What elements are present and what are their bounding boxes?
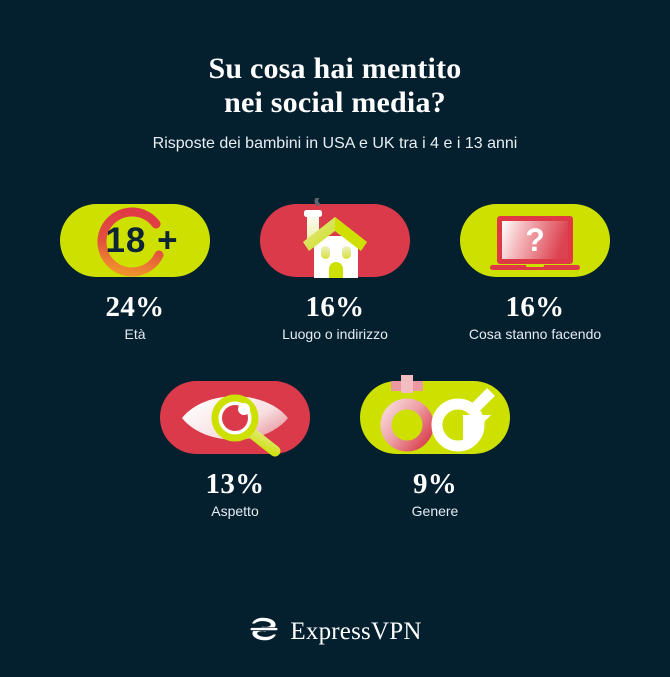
page-title-line-1: Su cosa hai mentito bbox=[208, 52, 462, 85]
stat-item-location: 16% Luogo o indirizzo bbox=[260, 198, 410, 343]
stat-item-gender: 9% Genere bbox=[360, 375, 510, 520]
stat-percent: 16% bbox=[505, 291, 565, 323]
stat-percent: 24% bbox=[105, 291, 165, 323]
page-subtitle: Risposte dei bambini in USA e UK tra i 4… bbox=[152, 135, 518, 152]
brand-footer: ExpressVPN bbox=[0, 614, 670, 649]
stat-label: Aspetto bbox=[211, 503, 259, 519]
stat-label: Genere bbox=[411, 503, 459, 519]
page-title-line-2: nei social media? bbox=[224, 86, 446, 119]
stat-label: Cosa stanno facendo bbox=[468, 326, 602, 342]
laptop-question-mark-icon: ? bbox=[460, 198, 610, 283]
stat-item-age: 18 + 24% Età bbox=[60, 198, 210, 343]
brand-wordmark: ExpressVPN bbox=[290, 617, 422, 645]
stat-label: Luogo o indirizzo bbox=[282, 326, 388, 342]
header: Su cosa hai mentito nei social media? Ri… bbox=[0, 0, 670, 154]
stat-label: Età bbox=[124, 326, 146, 342]
eye-magnifier-appearance-icon bbox=[160, 375, 310, 460]
stat-percent: 13% bbox=[205, 468, 265, 500]
stat-percent: 16% bbox=[305, 291, 365, 323]
stat-item-appearance: 13% Aspetto bbox=[160, 375, 310, 520]
stat-item-activity: ? 16% Cosa stanno facendo bbox=[460, 198, 610, 343]
stats-row-1: 18 + 24% Età bbox=[0, 198, 670, 343]
page-title: Su cosa hai mentito nei social media? bbox=[0, 52, 670, 120]
house-location-icon bbox=[260, 198, 410, 283]
age-rating-18-plus-icon: 18 + bbox=[60, 198, 210, 283]
svg-text:18 +: 18 + bbox=[105, 221, 178, 260]
stats-row-2: 13% Aspetto bbox=[0, 375, 670, 520]
stat-percent: 9% bbox=[412, 468, 458, 500]
svg-text:?: ? bbox=[525, 222, 545, 258]
expressvpn-logo-mark-icon bbox=[248, 614, 280, 649]
gender-symbols-icon bbox=[360, 375, 510, 460]
